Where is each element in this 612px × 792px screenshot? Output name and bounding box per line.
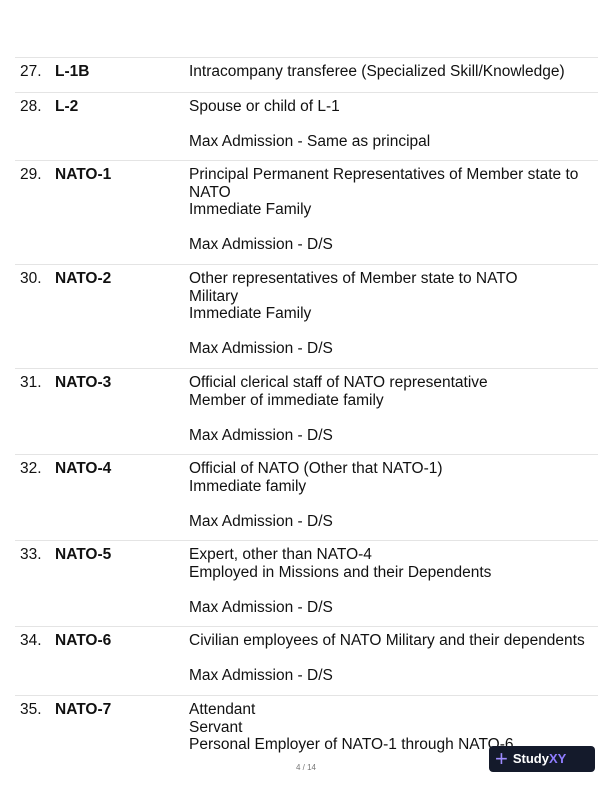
blank-line [189,495,599,513]
studyxy-badge[interactable]: + StudyXY [489,746,595,772]
visa-code: L-1B [55,63,90,80]
description-line: Principal Permanent Representatives of M… [189,166,579,183]
visa-code: NATO-5 [55,546,112,563]
row-number: 34. [20,632,42,649]
visa-code: NATO-4 [55,460,112,477]
description-line: NATO [189,183,231,201]
visa-code: NATO-2 [55,270,112,287]
visa-description: Expert, other than NATO-4 Employed in Mis… [189,546,599,616]
visa-description: Intracompany transferee (Specialized Ski… [189,63,599,81]
visa-code: NATO-1 [55,166,112,183]
visa-code: L-2 [55,98,79,115]
description-line: Civilian employees of NATO Military and … [189,632,585,649]
row-divider [15,368,598,369]
description-line: Member of immediate family [189,391,384,409]
description-line: Servant [189,718,243,736]
blank-line [189,219,599,237]
visa-code: NATO-7 [55,701,112,718]
visa-description: Official clerical staff of NATO represen… [189,374,599,444]
row-number: 33. [20,546,42,563]
description-line: Expert, other than NATO-4 [189,546,372,563]
row-number: 29. [20,166,42,183]
row-number: 31. [20,374,42,391]
row-divider [15,695,598,696]
description-line: Immediate Family [189,305,312,322]
visa-description: Civilian employees of NATO Military and … [189,632,599,685]
row-divider [15,626,598,627]
row-number: 35. [20,701,42,718]
visa-description: Official of NATO (Other that NATO-1) Imme… [189,460,599,530]
description-line: Official of NATO (Other that NATO-1) [189,460,443,477]
description-line: Max Admission - D/S [189,598,333,616]
description-line: Attendant [189,701,256,718]
blank-line [189,116,599,134]
description-line: Max Admission - D/S [189,340,333,357]
description-line: Max Admission - D/S [189,667,333,684]
badge-text-study: Study [512,751,549,766]
row-number: 30. [20,270,42,287]
description-line: Max Admission - D/S [189,512,333,530]
visa-code: NATO-6 [55,632,112,649]
visa-code: NATO-3 [55,374,112,391]
row-divider [15,540,598,541]
row-divider [15,454,598,455]
row-number: 27. [20,63,42,80]
row-divider [15,264,598,265]
description-line: Max Admission - D/S [189,426,333,444]
description-line: Max Admission - Same as principal [189,133,431,150]
badge-text-xy: XY [548,751,567,766]
blank-line [189,581,599,599]
blank-line [189,323,599,341]
row-number: 32. [20,460,42,477]
description-line: Official clerical staff of NATO represen… [189,374,488,391]
blank-line [189,409,599,427]
blank-line [189,650,599,668]
visa-description: Spouse or child of L-1 Max Admission - Sa… [189,98,599,151]
page-indicator: 4 / 14 [295,763,316,772]
description-line: Military [189,287,239,305]
description-line: Spouse or child of L-1 [189,98,340,115]
row-divider [15,92,598,93]
description-line: Immediate Family [189,201,312,218]
visa-description: Other representatives of Member state to… [189,270,599,358]
description-line: Intracompany transferee (Specialized Ski… [189,63,565,80]
description-line: Other representatives of Member state to… [189,270,518,287]
description-line: Employed in Missions and their Dependent… [189,563,492,581]
visa-description: Attendant Servant Personal Employer of NAT… [189,701,599,754]
row-divider [15,57,598,58]
description-line: Max Admission - D/S [189,236,333,253]
plus-icon: + [495,746,508,771]
description-line: Immediate family [189,477,307,495]
row-number: 28. [20,98,42,115]
visa-description: Principal Permanent Representatives of M… [189,166,599,254]
description-line: Personal Employer of NATO-1 through NATO… [189,736,514,753]
row-divider [15,160,598,161]
